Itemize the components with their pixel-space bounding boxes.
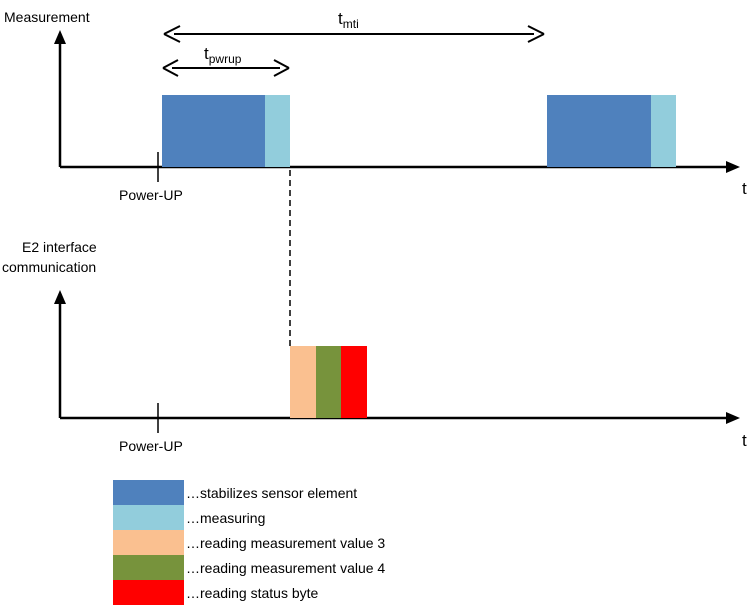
t-mti-label: tmti: [338, 9, 359, 31]
stabilize-block-2: [547, 95, 651, 167]
legend-swatch-stabilize: [113, 480, 184, 505]
legend-text-value4: …reading measurement value 4: [186, 560, 385, 576]
legend-text-value3: …reading measurement value 3: [186, 535, 385, 551]
legend-swatch-value4: [113, 555, 184, 580]
measurement-power-up-label: Power-UP: [119, 187, 183, 203]
measurement-y-axis-arrow: [54, 30, 66, 44]
measurement-x-axis-arrow: [726, 161, 740, 173]
measurement-time-symbol: t: [742, 179, 747, 198]
t-pwrup-arrow-left: [162, 59, 179, 77]
legend-text-measuring: …measuring: [186, 510, 265, 526]
e2-time-symbol: t: [742, 431, 747, 450]
e2-axis-label-line1: E2 interface: [22, 239, 97, 255]
legend-swatch-measuring: [113, 505, 184, 530]
measuring-block-1: [265, 95, 290, 167]
measurement-axis-label: Measurement: [4, 9, 90, 25]
t-pwrup-label: tpwrup: [204, 44, 242, 66]
t-pwrup-arrow-right: [273, 59, 290, 77]
measuring-block-2: [651, 95, 676, 167]
legend: …stabilizes sensor element …measuring …r…: [113, 480, 385, 605]
e2-y-axis-arrow: [54, 290, 66, 304]
e2-x-axis-arrow: [726, 412, 740, 424]
e2-power-up-label: Power-UP: [119, 438, 183, 454]
t-mti-arrow-right: [527, 25, 545, 43]
stabilize-block-1: [162, 95, 265, 167]
e2-axis-label-line2: communication: [2, 259, 96, 275]
value3-block: [290, 346, 316, 418]
legend-swatch-value3: [113, 530, 184, 555]
value4-block: [316, 346, 341, 418]
legend-text-stabilize: …stabilizes sensor element: [186, 485, 357, 501]
t-mti-arrow-left: [163, 25, 181, 43]
legend-swatch-status: [113, 580, 184, 605]
legend-text-status: …reading status byte: [186, 585, 319, 601]
status-block: [341, 346, 367, 418]
